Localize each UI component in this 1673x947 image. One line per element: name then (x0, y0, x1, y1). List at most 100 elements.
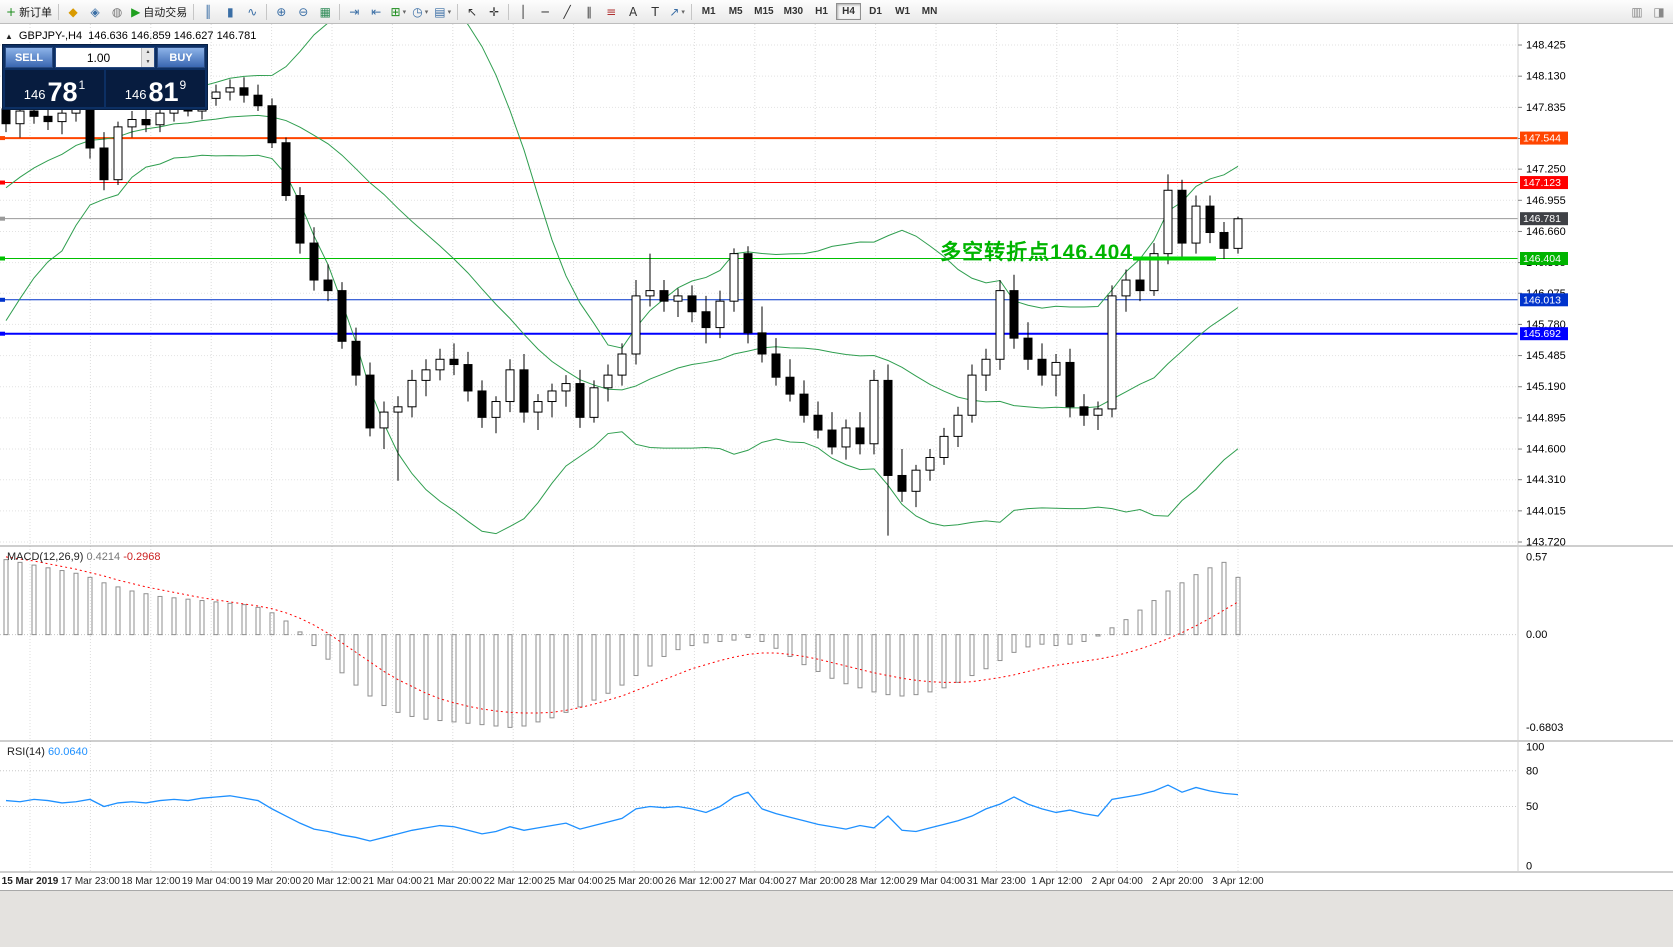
timeframe-H1[interactable]: H1 (809, 3, 834, 20)
data-window-icon[interactable]: ◈ (84, 2, 106, 22)
text-label-icon-glyph: T (651, 4, 659, 19)
cursor-icon[interactable]: ↖ (461, 2, 483, 22)
toolbar-separator (508, 3, 510, 20)
arrows-button[interactable]: ↗ ▾ (666, 2, 688, 22)
chevron-down-icon: ▾ (681, 8, 685, 16)
time-axis-label: 17 Mar 23:00 (61, 876, 120, 887)
price-badge (1520, 251, 1568, 265)
vertical-line-icon-glyph: │ (519, 4, 527, 19)
periods-button[interactable]: ◷ ▾ (409, 2, 431, 22)
market-watch-icon-glyph: ◆ (68, 4, 78, 19)
time-axis-label: 27 Mar 20:00 (786, 876, 845, 887)
buy-price-display[interactable]: 146 81 9 (106, 70, 205, 107)
sell-price-pips: 78 (47, 76, 78, 107)
time-axis-label: 21 Mar 04:00 (363, 876, 422, 887)
time-axis-label: 15 Mar 2019 (2, 876, 59, 887)
grid-toggle-icon[interactable]: ▦ (314, 2, 336, 22)
time-axis-label: 20 Mar 12:00 (303, 876, 362, 887)
autotrading-button[interactable]: ▶ 自动交易 (128, 2, 190, 22)
timeframe-M15[interactable]: M15 (750, 3, 777, 20)
rsi-axis-label: 50 (1526, 801, 1538, 813)
macd-axis-label: 0.00 (1526, 629, 1547, 641)
price-axis-label: 148.130 (1526, 71, 1566, 83)
symbol-period-label: GBPJPY-,H4 (18, 30, 83, 42)
bar-chart-icon-glyph: ║ (204, 4, 212, 19)
mail-icon[interactable]: ◨ (1648, 2, 1670, 22)
chevron-down-icon: ▾ (447, 8, 452, 16)
macd-axis-label: -0.6803 (1526, 722, 1563, 734)
price-badge-value: 146.781 (1523, 213, 1561, 225)
crosshair-icon[interactable]: ✛ (483, 2, 505, 22)
timeframe-D1[interactable]: D1 (863, 3, 888, 20)
zoom-out-glyph: ⊖ (298, 4, 309, 19)
sell-button[interactable]: SELL (5, 47, 53, 68)
chart-shift-icon[interactable]: ⇤ (365, 2, 387, 22)
terminal-icon[interactable]: ◍ (106, 2, 128, 22)
market-watch-icon[interactable]: ◆ (62, 2, 84, 22)
rsi-axis-label: 100 (1526, 742, 1544, 754)
timeframe-MN[interactable]: MN (917, 3, 942, 20)
price-badge-value: 147.544 (1523, 133, 1561, 145)
chevron-down-icon: ▾ (402, 8, 407, 16)
time-axis-label: 21 Mar 20:00 (423, 876, 482, 887)
chart-title: ▲ GBPJPY-,H4 146.636 146.859 146.627 146… (5, 30, 256, 42)
trendline-icon[interactable]: ╱ (556, 2, 578, 22)
data-window-icon-glyph: ◈ (90, 4, 100, 19)
chevron-down-icon: ▾ (424, 8, 429, 16)
indicators-button[interactable]: ⊞ ▾ (387, 2, 409, 22)
text-icon[interactable]: A (622, 2, 644, 22)
channel-icon[interactable]: ∥ (578, 2, 600, 22)
timeframe-M1[interactable]: M1 (696, 3, 721, 20)
price-badge-value: 145.692 (1523, 328, 1561, 340)
bar-chart-icon[interactable]: ║ (197, 2, 219, 22)
sell-price-display[interactable]: 146 78 1 (5, 70, 104, 107)
candlestick-chart-icon[interactable]: ▮ (219, 2, 241, 22)
crosshair-icon-glyph: ✛ (489, 4, 500, 19)
volume-increment-button[interactable]: ▲ (142, 48, 154, 58)
time-axis-label: 22 Mar 12:00 (484, 876, 543, 887)
new-order-button-label: 新订单 (19, 6, 53, 19)
buy-button[interactable]: BUY (157, 47, 205, 68)
horizontal-line-icon[interactable]: ─ (534, 2, 556, 22)
auto-scroll-icon[interactable]: ⇥ (343, 2, 365, 22)
timeframe-W1[interactable]: W1 (890, 3, 915, 20)
fibonacci-icon[interactable]: ≡ (600, 2, 622, 22)
toolbar-separator (58, 3, 60, 20)
volume-input[interactable] (56, 48, 141, 67)
line-chart-icon[interactable]: ∿ (241, 2, 263, 22)
macd-signal-value: -0.2968 (123, 551, 161, 563)
timeframe-M5[interactable]: M5 (723, 3, 748, 20)
volume-field: ▲ ▼ (55, 47, 155, 68)
timeframe-M30[interactable]: M30 (780, 3, 807, 20)
price-badge (1520, 293, 1568, 307)
one-click-panel-toggle-icon[interactable]: ▲ (5, 31, 13, 41)
time-axis-label: 2 Apr 20:00 (1152, 876, 1204, 887)
toolbar-separator (691, 3, 693, 20)
news-icon[interactable]: ▥ (1626, 2, 1648, 22)
rsi-indicator-label: RSI(14) 60.0640 (7, 746, 88, 758)
grid-toggle-icon-glyph: ▦ (319, 4, 331, 19)
zoom-out-button[interactable]: ⊖ (292, 2, 314, 22)
templates-button[interactable]: ▤ ▾ (431, 2, 454, 22)
time-axis-label: 19 Mar 04:00 (182, 876, 241, 887)
time-axis-label: 19 Mar 20:00 (242, 876, 301, 887)
price-badge (1520, 131, 1568, 145)
new-order-button[interactable]: + 新订单 (3, 2, 55, 22)
vertical-line-icon[interactable]: │ (512, 2, 534, 22)
pivot-annotation: 多空转折点146.404 (940, 241, 1133, 264)
timeframe-H4[interactable]: H4 (836, 3, 862, 20)
volume-spinner: ▲ ▼ (141, 48, 154, 67)
rsi-axis-label: 80 (1526, 765, 1538, 777)
macd-value: 0.4214 (86, 551, 121, 563)
volume-decrement-button[interactable]: ▼ (142, 57, 154, 67)
chart-area: 148.425148.130147.835147.540147.250146.9… (0, 24, 1673, 947)
sell-price-base: 146 (23, 87, 46, 102)
time-axis-label: 3 Apr 12:00 (1212, 876, 1264, 887)
time-axis-label: 2 Apr 04:00 (1092, 876, 1144, 887)
price-axis-label: 147.835 (1526, 102, 1566, 114)
zoom-in-button[interactable]: ⊕ (270, 2, 292, 22)
time-axis-label: 1 Apr 12:00 (1031, 876, 1083, 887)
text-label-icon[interactable]: T (644, 2, 666, 22)
time-axis-label: 27 Mar 04:00 (725, 876, 784, 887)
price-chart-svg: 148.425148.130147.835147.540147.250146.9… (0, 24, 1673, 890)
